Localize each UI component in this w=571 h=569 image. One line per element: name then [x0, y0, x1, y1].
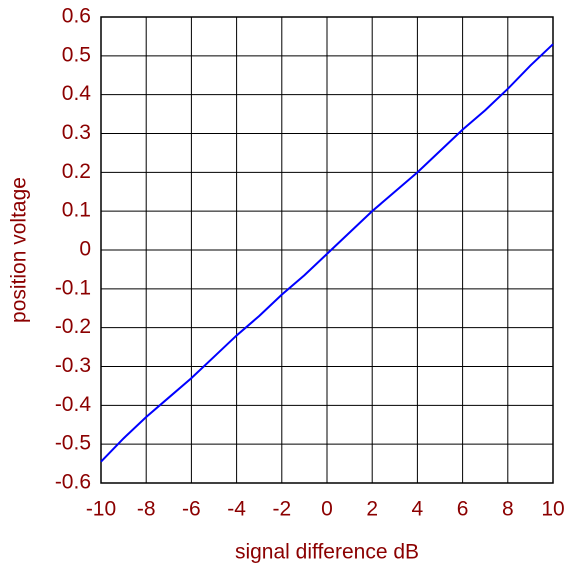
x-tick-label: -4: [227, 498, 246, 521]
y-tick-label: 0: [79, 238, 91, 261]
x-tick-label: -2: [272, 498, 291, 521]
y-tick-label: -0.3: [55, 354, 91, 377]
y-tick-label: -0.4: [55, 393, 92, 416]
x-axis-label: signal difference dB: [235, 541, 419, 564]
x-tick-label: 4: [412, 498, 424, 521]
x-tick-label: -10: [86, 498, 116, 521]
x-tick-label: 6: [457, 498, 469, 521]
y-tick-label: -0.1: [55, 276, 91, 299]
y-tick-label: 0.1: [62, 199, 91, 222]
y-tick-label: -0.6: [55, 471, 91, 494]
x-tick-label: 2: [366, 498, 378, 521]
y-tick-label: 0.3: [62, 121, 91, 144]
x-tick-label: -8: [137, 498, 156, 521]
x-tick-label: 10: [541, 498, 564, 521]
y-tick-label: 0.6: [62, 5, 91, 28]
y-tick-label: -0.5: [55, 432, 91, 455]
y-tick-label: 0.2: [62, 160, 91, 183]
plot-frame: [100, 16, 554, 484]
x-tick-label: 0: [321, 498, 333, 521]
x-tick-label: 8: [502, 498, 514, 521]
y-tick-label: 0.4: [62, 82, 92, 105]
x-tick-label: -6: [182, 498, 201, 521]
y-axis-label: position voltage: [8, 177, 31, 323]
y-tick-label: 0.5: [62, 43, 91, 66]
y-tick-label: -0.2: [55, 315, 91, 338]
data-line: [100, 43, 554, 463]
